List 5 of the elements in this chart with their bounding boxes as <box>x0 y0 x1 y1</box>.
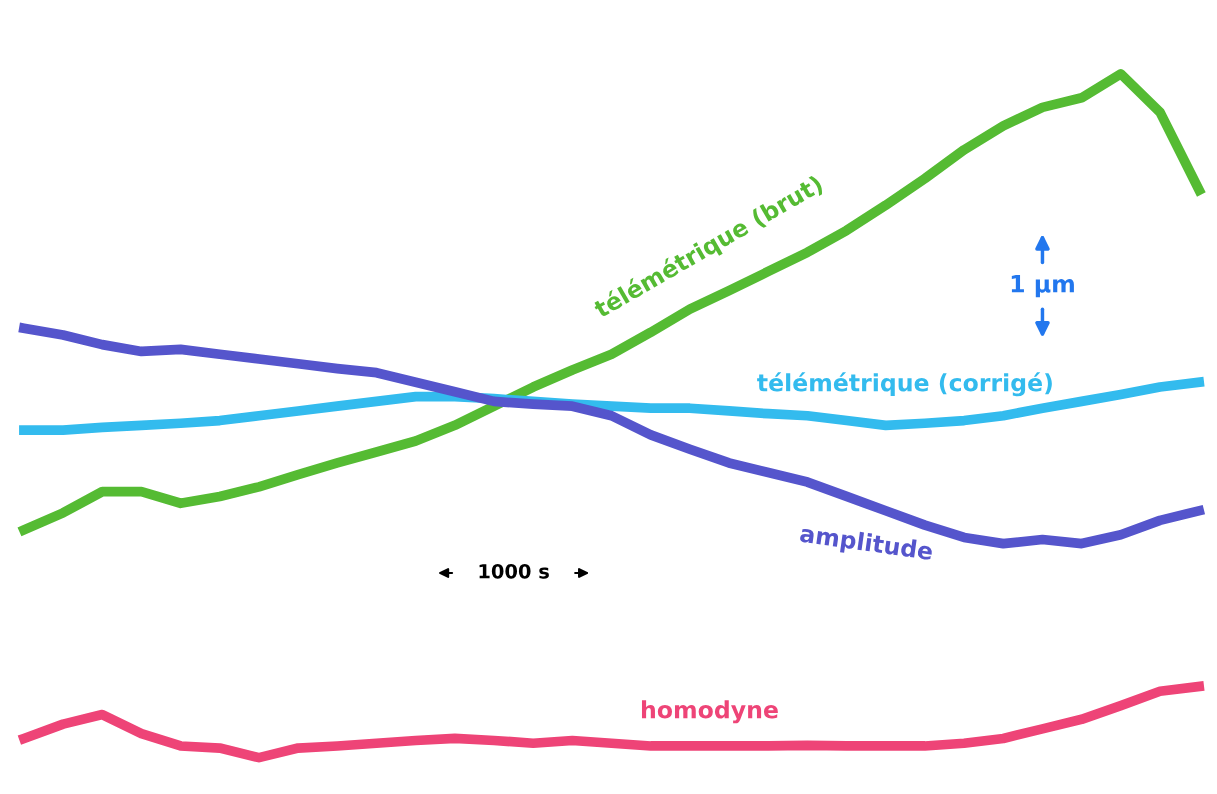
series-label: homodyne <box>641 700 778 724</box>
text: amplitude <box>798 523 934 565</box>
series-label: télémétrique (corrigé) <box>757 372 1052 397</box>
annotation: 1 µm <box>1011 275 1074 298</box>
annotation: 1000 s <box>479 563 549 579</box>
